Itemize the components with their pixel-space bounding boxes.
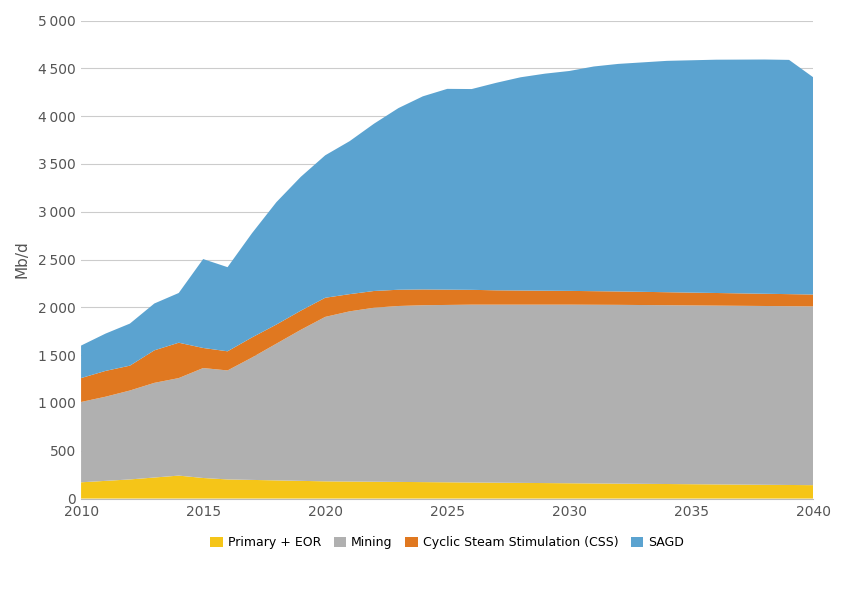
Y-axis label: Mb/d: Mb/d xyxy=(15,240,30,278)
Legend: Primary + EOR, Mining, Cyclic Steam Stimulation (CSS), SAGD: Primary + EOR, Mining, Cyclic Steam Stim… xyxy=(206,532,689,554)
